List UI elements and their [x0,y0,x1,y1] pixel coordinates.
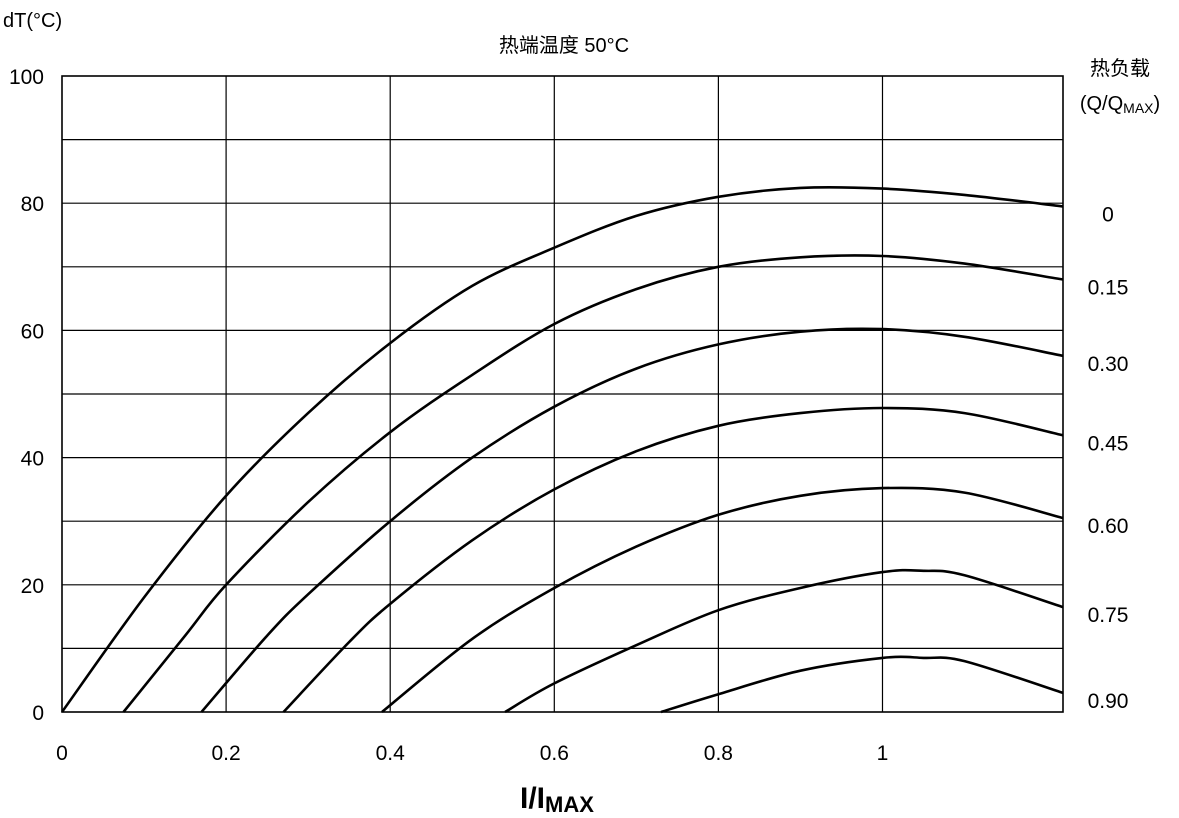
legend-subtitle-end: ) [1154,93,1161,115]
series-label-4: 0.60 [1088,515,1129,538]
series-labels: 0 0.15 0.30 0.45 0.60 0.75 0.90 [1088,203,1129,713]
x-axis-label-main: I/I [520,782,545,815]
y-tick-label-2: 40 [21,448,44,471]
x-axis-label-sub: MAX [545,792,594,817]
series-line-6 [660,655,1064,714]
series-line-0 [60,185,1064,713]
y-ticks: 0 20 40 60 80 100 [9,66,44,725]
y-tick-label-3: 60 [21,320,44,343]
x-tick-label-3: 0.6 [540,742,569,765]
series-line-2 [200,327,1064,713]
x-tick-label-4: 0.8 [704,742,733,765]
legend-subtitle-main: (Q/Q [1080,93,1123,115]
grid [62,76,1063,712]
series-label-0: 0 [1102,203,1114,226]
series-line-3 [282,406,1064,713]
legend-title: 热负载 [1090,57,1150,80]
x-ticks: 0 0.2 0.4 0.6 0.8 1 [56,742,888,765]
series-label-6: 0.90 [1088,690,1129,713]
y-tick-label-0: 0 [32,702,44,725]
x-axis-label: I/IMAX [520,782,594,817]
y-tick-label-1: 20 [21,575,44,598]
series-line-5 [504,568,1064,714]
series-line-1 [122,254,1064,713]
chart-title: 热端温度 50°C [499,34,629,57]
series-label-1: 0.15 [1088,277,1129,300]
y-tick-label-5: 100 [9,66,44,89]
y-tick-label-4: 80 [21,193,44,216]
x-tick-label-2: 0.4 [376,742,406,765]
x-tick-label-5: 1 [877,742,889,765]
series-label-2: 0.30 [1088,353,1129,376]
y-axis-label: dT(°C) [3,10,62,32]
legend-subtitle: (Q/QMAX) [1080,93,1160,116]
x-tick-label-1: 0.2 [211,742,240,765]
series-line-4 [381,486,1064,714]
x-tick-label-0: 0 [56,742,68,765]
plot-frame [61,75,1064,713]
series-label-5: 0.75 [1088,604,1129,627]
legend-subtitle-sub: MAX [1123,100,1154,116]
curves [60,185,1064,714]
series-label-3: 0.45 [1088,432,1129,455]
